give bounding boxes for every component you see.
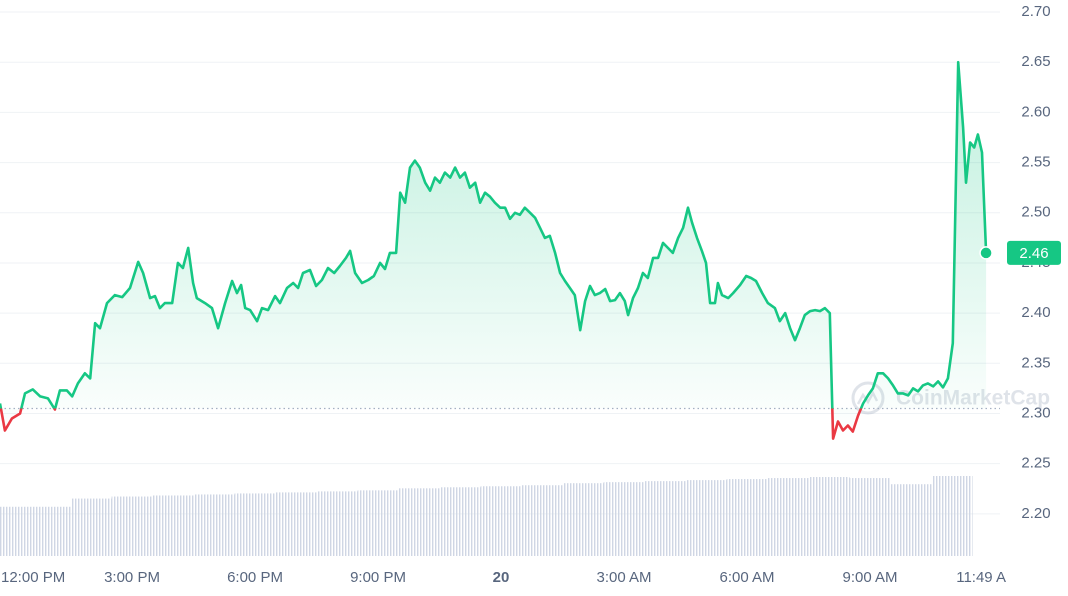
- volume-bar: [890, 484, 932, 556]
- volume-bar: [439, 487, 481, 556]
- y-tick-label: 2.55: [1021, 154, 1050, 171]
- price-line: [0, 60, 988, 440]
- price-badge: [1007, 240, 1061, 265]
- volume-bar: [603, 482, 645, 556]
- volume-bar: [808, 477, 850, 556]
- last-price-dot: [979, 246, 993, 260]
- volume-bar: [480, 486, 522, 556]
- x-tick-label: 3:00 PM: [104, 569, 160, 586]
- y-tick-label: 2.20: [1021, 505, 1050, 522]
- x-tick-label: 20: [493, 569, 510, 586]
- volume-bar: [726, 479, 768, 556]
- volume-bar: [70, 498, 112, 556]
- x-tick-label: 9:00 PM: [350, 569, 406, 586]
- volume-bar: [193, 494, 235, 556]
- volume-bar: [275, 492, 317, 556]
- y-tick-label: 2.25: [1021, 455, 1050, 472]
- volume-bar: [521, 485, 563, 556]
- x-tick-label: 12:00 PM: [1, 569, 65, 586]
- y-tick-label: 2.65: [1021, 53, 1050, 70]
- price-area: [0, 62, 987, 439]
- x-tick-label: 9:00 AM: [843, 569, 898, 586]
- volume-bar: [111, 496, 153, 556]
- volume-bar: [357, 490, 399, 556]
- volume-bars: [0, 476, 973, 556]
- volume-bar: [398, 488, 440, 556]
- volume-bar: [685, 480, 727, 556]
- volume-bar: [931, 476, 973, 556]
- volume-bar: [562, 483, 604, 556]
- volume-bar: [0, 506, 30, 556]
- y-tick-label: 2.50: [1021, 204, 1050, 221]
- x-tick-label: 6:00 AM: [720, 569, 775, 586]
- x-tick-label: 11:49 A: [956, 569, 1006, 586]
- y-tick-label: 2.70: [1021, 3, 1050, 20]
- y-tick-label: 2.60: [1021, 103, 1050, 120]
- volume-bar: [29, 506, 71, 556]
- price-badge-label: 2.46: [1019, 245, 1048, 262]
- volume-bar: [644, 481, 686, 556]
- volume-bar: [152, 495, 194, 556]
- x-tick-label: 6:00 PM: [227, 569, 283, 586]
- volume-bar: [767, 478, 809, 556]
- volume-bar: [234, 493, 276, 556]
- x-tick-label: 3:00 AM: [597, 569, 652, 586]
- y-tick-label: 2.40: [1021, 304, 1050, 321]
- y-tick-label: 2.30: [1021, 404, 1050, 421]
- y-tick-label: 2.35: [1021, 354, 1050, 371]
- volume-bar: [316, 491, 358, 556]
- volume-bar: [849, 478, 891, 556]
